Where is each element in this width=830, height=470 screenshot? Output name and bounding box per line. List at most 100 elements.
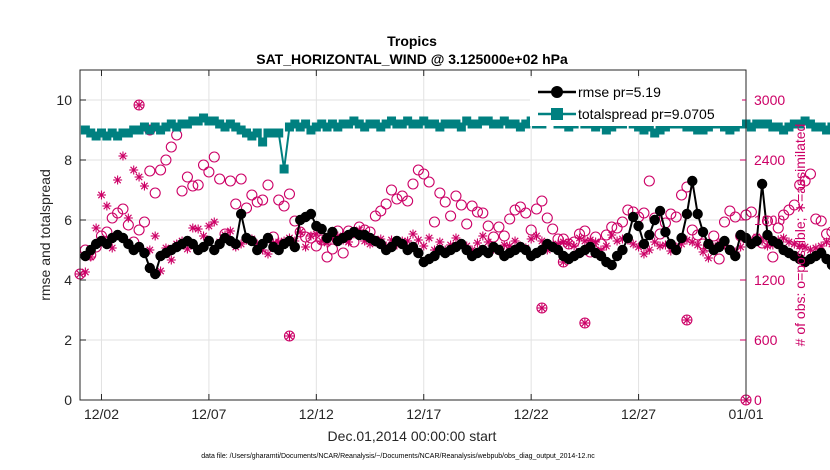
rmse-point — [697, 226, 709, 238]
asterisk-stroke — [210, 218, 218, 226]
obs-assimilated-point — [263, 249, 273, 259]
obs-possible-point — [133, 224, 145, 236]
asterisk-stroke — [140, 182, 149, 190]
y-tick-label-left: 8 — [64, 152, 72, 168]
obs-possible-point — [380, 198, 392, 210]
asterisk-stroke — [559, 238, 567, 246]
totalspread-point — [209, 116, 219, 126]
totalspread-point — [446, 119, 456, 129]
asterisk-stroke — [790, 240, 798, 248]
y-tick-label-right: 1200 — [754, 272, 785, 288]
obs-possible-point — [681, 314, 693, 326]
totalspread-point — [274, 128, 284, 138]
obs-possible-point — [155, 164, 167, 176]
totalspread-point — [193, 116, 203, 126]
obs-assimilated-point — [483, 237, 493, 247]
rmse-point — [246, 235, 258, 247]
obs-possible-point — [804, 168, 817, 180]
obs-possible-point — [729, 211, 741, 223]
obs-assimilated-point — [800, 242, 810, 252]
rmse-point — [719, 235, 730, 247]
totalspread-point — [215, 119, 225, 129]
asterisk-stroke — [822, 238, 830, 246]
obs-assimilated-point — [601, 241, 611, 251]
totalspread-point — [591, 122, 601, 132]
x-tick-label: 12/07 — [191, 406, 226, 422]
x-tick-label: 12/12 — [299, 406, 334, 422]
y-axis-label-right: # of obs: o=possible; ∗=assimilated — [792, 124, 808, 347]
obs-possible-point — [504, 213, 516, 225]
totalspread-point — [301, 119, 311, 129]
totalspread-point — [660, 122, 670, 132]
asterisk-stroke — [796, 242, 804, 250]
obs-possible-point — [772, 222, 784, 234]
totalspread-point — [800, 116, 810, 126]
totalspread-point — [102, 131, 112, 141]
obs-assimilated-point — [113, 175, 123, 185]
asterisk-stroke — [817, 242, 825, 250]
y-tick-label-right: 600 — [754, 332, 778, 348]
asterisk-stroke — [629, 240, 637, 248]
obs-possible-point — [407, 178, 419, 190]
totalspread-point — [365, 119, 375, 129]
asterisk-stroke — [189, 224, 197, 232]
totalspread-point — [231, 122, 241, 132]
totalspread-point — [161, 122, 171, 132]
asterisk-stroke — [538, 304, 546, 312]
y-tick-label-right: 1800 — [754, 212, 785, 228]
asterisk-stroke — [645, 246, 653, 254]
plot-frame — [79, 69, 747, 401]
totalspread-point — [429, 119, 439, 129]
totalspread-point — [413, 119, 423, 129]
totalspread-point — [182, 119, 192, 129]
totalspread-point — [607, 122, 617, 132]
obs-possible-point — [810, 213, 822, 225]
asterisk-stroke — [119, 152, 127, 160]
obs-assimilated-point — [639, 249, 649, 259]
obs-possible-point — [149, 187, 161, 199]
obs-assimilated-point — [123, 213, 133, 223]
obs-assimilated-point — [693, 240, 703, 250]
obs-possible-point — [101, 226, 113, 238]
rmse-point — [149, 268, 161, 280]
obs-assimilated-point — [134, 172, 144, 182]
totalspread-point — [403, 116, 413, 126]
totalspread-point — [376, 122, 386, 132]
obs-assimilated-point — [650, 237, 660, 247]
totalspread-point — [757, 119, 767, 129]
totalspread-point — [419, 116, 429, 126]
obs-possible-point — [579, 317, 591, 329]
totalspread-point — [349, 116, 359, 126]
asterisk-stroke — [511, 237, 519, 245]
totalspread-point — [467, 119, 477, 129]
totalspread-point — [338, 119, 348, 129]
obs-possible-point — [246, 189, 258, 201]
obs-possible-point — [445, 210, 457, 222]
obs-possible-point — [622, 204, 634, 216]
totalspread-point — [650, 128, 660, 138]
asterisk-stroke — [135, 101, 143, 109]
obs-possible-point — [203, 166, 215, 178]
obs-assimilated-point — [107, 243, 117, 253]
totalspread-point — [322, 122, 332, 132]
obs-possible-point — [493, 221, 505, 233]
totalspread-point — [91, 131, 101, 141]
totalspread-point — [156, 125, 166, 135]
totalspread-point — [139, 122, 149, 132]
rmse-point — [617, 244, 628, 256]
asterisk-stroke — [602, 242, 610, 250]
obs-assimilated-point — [526, 234, 536, 244]
rmse-point — [203, 235, 215, 247]
obs-possible-point — [643, 175, 655, 187]
obs-possible-point — [536, 195, 548, 207]
rmse-point — [681, 208, 693, 220]
obs-possible-point — [326, 243, 338, 255]
obs-possible-point — [665, 208, 677, 220]
asterisk-stroke — [581, 319, 589, 327]
obs-possible-point — [138, 216, 151, 228]
obs-assimilated-point — [118, 151, 128, 161]
obs-assimilated-point — [413, 235, 423, 245]
totalspread-point — [150, 122, 160, 132]
totalspread-point — [634, 122, 644, 132]
asterisk-stroke — [484, 238, 492, 246]
